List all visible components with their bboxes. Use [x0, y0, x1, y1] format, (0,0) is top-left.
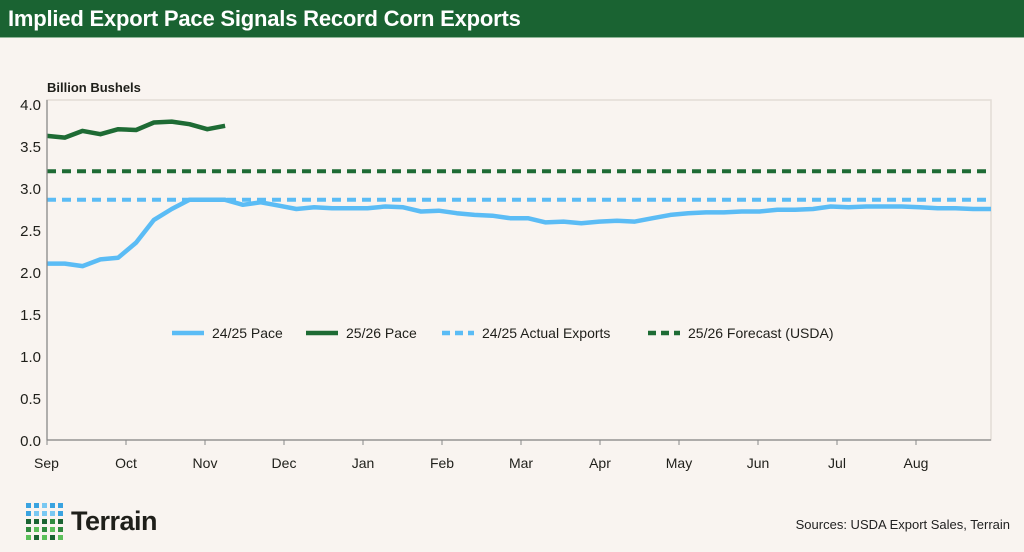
logo-dot — [42, 535, 47, 540]
logo-dot — [34, 503, 39, 508]
y-tick-label: 1.5 — [20, 307, 41, 324]
x-tick-label: Nov — [193, 455, 218, 471]
y-tick-label: 4.0 — [20, 97, 41, 114]
logo-text: Terrain — [71, 506, 158, 536]
legend-item: 25/26 Forecast (USDA) — [648, 325, 834, 341]
legend-label: 25/26 Pace — [346, 325, 417, 341]
logo-dot — [58, 503, 63, 508]
y-tick-label: 2.5 — [20, 223, 41, 240]
y-tick-label: 3.5 — [20, 139, 41, 156]
legend-item: 24/25 Pace — [172, 325, 283, 341]
logo-dot — [26, 527, 31, 532]
logo-dot — [34, 511, 39, 516]
x-tick-label: Sep — [34, 455, 59, 471]
logo-dot — [50, 527, 55, 532]
logo-dot — [26, 519, 31, 524]
x-tick-label: Feb — [430, 455, 454, 471]
logo-dot — [58, 527, 63, 532]
logo-dot — [42, 527, 47, 532]
logo-dot — [26, 503, 31, 508]
legend-item: 25/26 Pace — [306, 325, 417, 341]
source-note: Sources: USDA Export Sales, Terrain — [795, 517, 1010, 532]
x-tick-label: Mar — [509, 455, 533, 471]
x-tick-label: Oct — [115, 455, 137, 471]
legend-label: 25/26 Forecast (USDA) — [688, 325, 834, 341]
x-tick-label: Apr — [589, 455, 611, 471]
logo-dots-icon — [26, 503, 63, 540]
y-tick-label: 3.0 — [20, 181, 41, 198]
chart-title: Implied Export Pace Signals Record Corn … — [8, 6, 521, 31]
plot-frame — [46, 99, 992, 441]
logo-dot — [34, 519, 39, 524]
y-tick-label: 0.0 — [20, 433, 41, 450]
x-tick-label: Jul — [828, 455, 846, 471]
x-tick-label: May — [666, 455, 692, 471]
y-tick-label: 1.0 — [20, 349, 41, 366]
legend-label: 24/25 Actual Exports — [482, 325, 610, 341]
logo-dot — [34, 527, 39, 532]
x-tick-label: Jun — [747, 455, 770, 471]
terrain-logo: Terrain — [26, 503, 158, 540]
legend-item: 24/25 Actual Exports — [442, 325, 610, 341]
series-line-1 — [47, 197, 991, 269]
y-tick-label: 2.0 — [20, 265, 41, 282]
y-axis-label: Billion Bushels — [47, 80, 141, 95]
logo-dot — [42, 503, 47, 508]
logo-dot — [50, 519, 55, 524]
logo-dot — [50, 535, 55, 540]
logo-dot — [58, 519, 63, 524]
x-tick-label: Jan — [352, 455, 375, 471]
logo-dot — [42, 511, 47, 516]
x-tick-label: Aug — [904, 455, 929, 471]
logo-dot — [26, 511, 31, 516]
y-tick-label: 0.5 — [20, 391, 41, 408]
logo-dot — [50, 511, 55, 516]
logo-dot — [58, 511, 63, 516]
legend-label: 24/25 Pace — [212, 325, 283, 341]
logo-dot — [26, 535, 31, 540]
logo-dot — [50, 503, 55, 508]
logo-dot — [42, 519, 47, 524]
logo-dot — [34, 535, 39, 540]
x-tick-label: Dec — [272, 455, 297, 471]
title-bar: Implied Export Pace Signals Record Corn … — [0, 0, 1024, 38]
series-line-2 — [46, 119, 226, 140]
logo-dot — [58, 535, 63, 540]
